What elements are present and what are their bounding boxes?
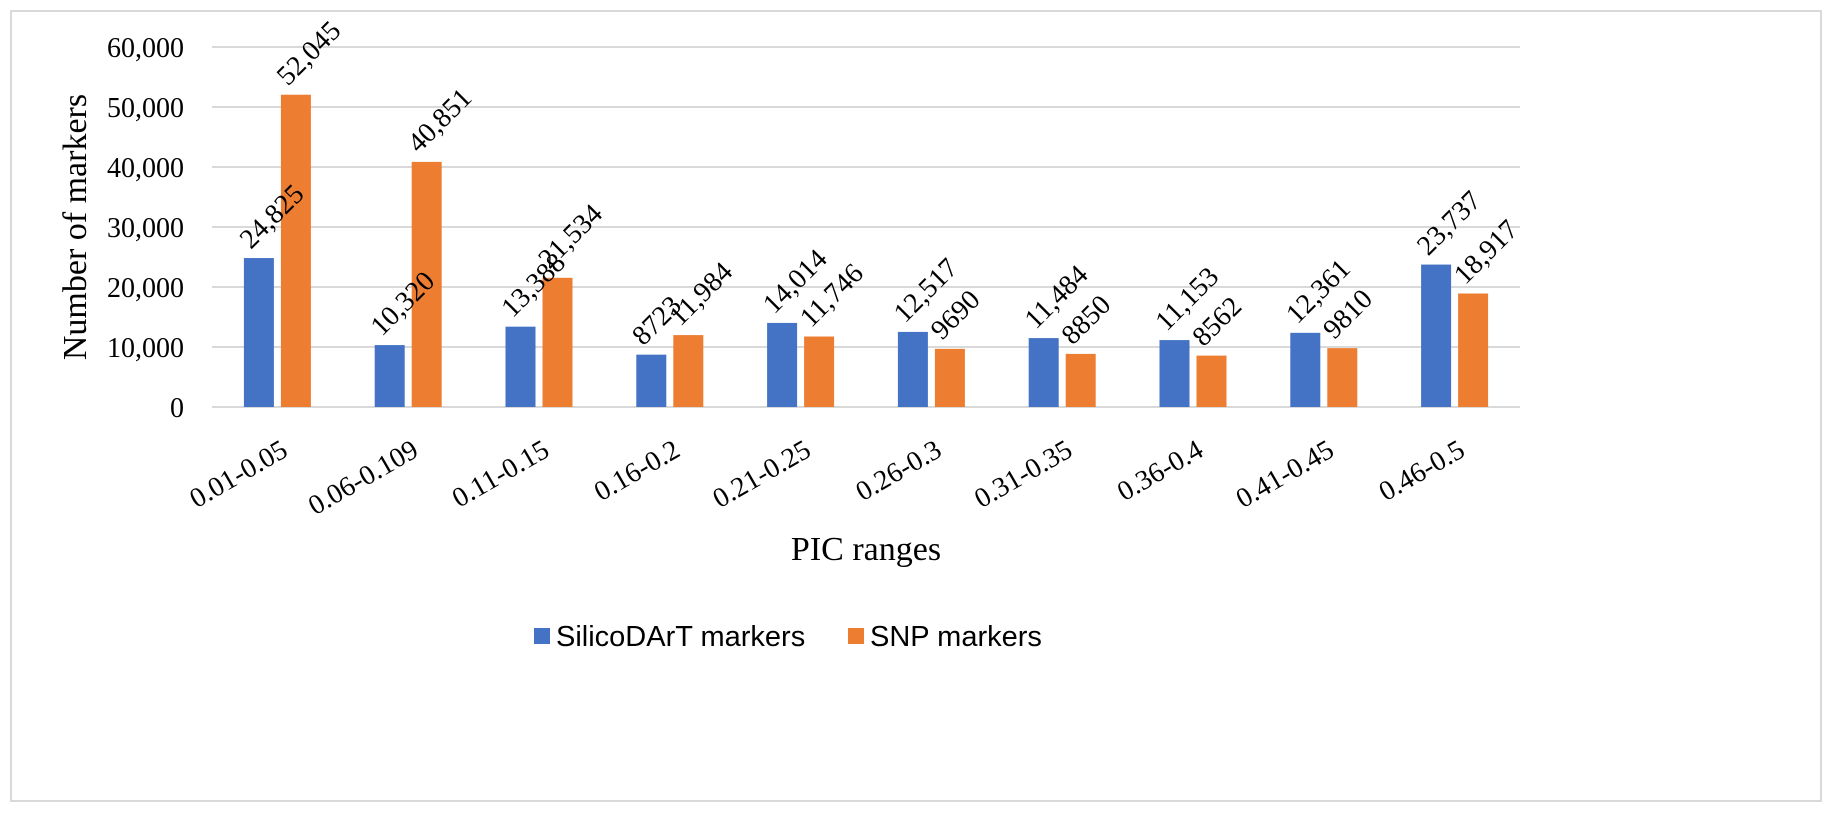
gridlines [212, 46, 1520, 408]
bar-snp [804, 336, 835, 407]
data-label-snp: 11,984 [663, 256, 739, 332]
data-label-snp: 52,045 [271, 15, 347, 91]
y-axis-title: Number of markers [57, 94, 94, 360]
x-tick-label: 0.46-0.5 [1374, 434, 1470, 508]
x-tick-label: 0.26-0.3 [851, 434, 947, 508]
y-tick-label: 30,000 [107, 213, 184, 244]
bar-snp [1458, 293, 1489, 407]
bar-silicodart [374, 345, 405, 407]
x-axis-tick-labels: 0.01-0.05 0.06-0.109 0.11-0.15 0.16-0.2 0.21… [184, 434, 1470, 522]
bar-snp [673, 335, 704, 407]
y-tick-label: 20,000 [107, 273, 184, 304]
x-axis-title: PIC ranges [791, 531, 941, 568]
x-tick-label: 0.36-0.4 [1112, 434, 1208, 508]
bar-snp [1065, 353, 1096, 407]
bar-silicodart [897, 331, 928, 407]
bar-silicodart [767, 322, 798, 407]
y-tick-label: 60,000 [107, 33, 184, 64]
y-tick-label: 50,000 [107, 93, 184, 124]
y-tick-label: 10,000 [107, 333, 184, 364]
bar-silicodart [636, 354, 667, 407]
y-tick-label: 40,000 [107, 153, 184, 184]
bar-silicodart [1028, 338, 1059, 407]
legend-label-snp: SNP markers [870, 621, 1042, 653]
y-tick-label: 0 [170, 393, 184, 424]
x-tick-label: 0.16-0.2 [589, 434, 685, 508]
bar-snp [411, 161, 442, 407]
x-tick-label: 0.11-0.15 [447, 434, 555, 514]
bar-snp [542, 277, 573, 407]
bar-snp [934, 348, 965, 407]
bar-silicodart [1421, 264, 1452, 407]
bar-silicodart [1290, 332, 1321, 407]
x-tick-label: 0.31-0.35 [969, 434, 1077, 515]
x-tick-label: 0.01-0.05 [184, 434, 292, 515]
data-label-snp: 21,534 [533, 198, 609, 274]
legend: SilicoDArT markers SNP markers [534, 621, 1042, 653]
data-label-snp: 40,851 [402, 82, 478, 158]
x-tick-label: 0.06-0.109 [303, 434, 424, 522]
bars [243, 94, 1489, 407]
x-tick-label: 0.21-0.25 [708, 434, 816, 515]
legend-swatch-silicodart [534, 628, 550, 644]
chart-frame: 0 10,000 20,000 30,000 40,000 50,000 60,000 24… [10, 10, 1822, 802]
bar-silicodart [1159, 340, 1190, 407]
bar-snp [1327, 348, 1358, 407]
bar-silicodart [505, 326, 536, 407]
bar-snp [1196, 355, 1227, 407]
bar-snp [280, 94, 311, 407]
legend-label-silicodart: SilicoDArT markers [556, 621, 805, 653]
bar-silicodart [243, 258, 274, 407]
x-tick-label: 0.41-0.45 [1231, 434, 1339, 515]
legend-swatch-snp [848, 628, 864, 644]
y-axis-tick-labels: 0 10,000 20,000 30,000 40,000 50,000 60,000 [107, 33, 184, 424]
